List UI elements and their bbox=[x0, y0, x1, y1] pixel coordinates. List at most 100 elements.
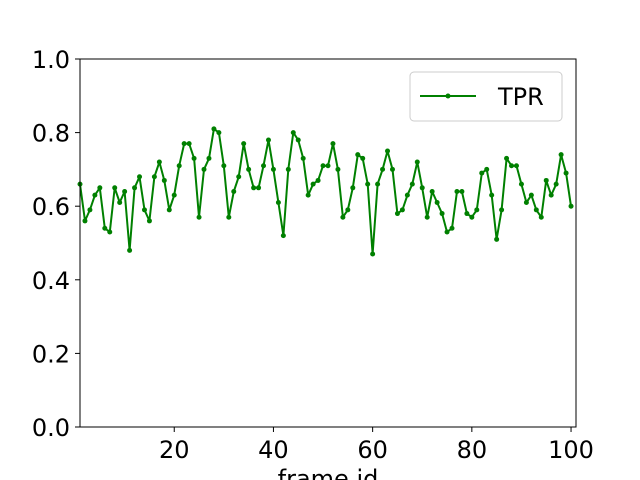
data-point bbox=[231, 188, 237, 194]
data-point bbox=[548, 192, 554, 198]
data-point bbox=[474, 207, 480, 213]
data-point bbox=[409, 181, 415, 187]
data-point bbox=[82, 218, 88, 224]
data-point bbox=[320, 163, 326, 169]
data-point bbox=[414, 159, 420, 165]
data-point bbox=[479, 170, 485, 176]
data-point bbox=[265, 137, 271, 143]
data-point bbox=[186, 141, 192, 147]
data-point bbox=[563, 170, 569, 176]
data-point bbox=[156, 159, 162, 165]
data-point bbox=[107, 229, 113, 235]
data-point bbox=[394, 211, 400, 217]
data-point bbox=[92, 192, 98, 198]
legend-label-tpr: TPR bbox=[497, 83, 544, 111]
x-tick-label: 40 bbox=[258, 436, 289, 464]
data-point bbox=[375, 181, 381, 187]
data-point bbox=[434, 200, 440, 206]
data-point bbox=[345, 207, 351, 213]
data-point bbox=[270, 166, 276, 172]
data-point bbox=[494, 236, 500, 242]
data-point bbox=[251, 185, 257, 191]
data-point bbox=[171, 192, 177, 198]
y-tick-label: 0.4 bbox=[32, 267, 70, 295]
data-point bbox=[355, 152, 361, 158]
data-point bbox=[132, 185, 138, 191]
data-point bbox=[305, 192, 311, 198]
data-point bbox=[280, 233, 286, 239]
data-point bbox=[216, 130, 222, 136]
data-point bbox=[365, 181, 371, 187]
data-point bbox=[404, 192, 410, 198]
legend-marker-swatch bbox=[445, 93, 451, 99]
data-point bbox=[161, 177, 167, 183]
data-point bbox=[533, 207, 539, 213]
data-point bbox=[97, 185, 103, 191]
data-point bbox=[246, 166, 252, 172]
data-point bbox=[429, 188, 435, 194]
data-point bbox=[454, 188, 460, 194]
data-point bbox=[543, 177, 549, 183]
data-point bbox=[122, 188, 128, 194]
data-point bbox=[295, 137, 301, 143]
data-point bbox=[469, 214, 475, 220]
data-point bbox=[87, 207, 93, 213]
data-point bbox=[499, 207, 505, 213]
data-point bbox=[385, 148, 391, 154]
data-point bbox=[360, 155, 366, 161]
data-point bbox=[419, 185, 425, 191]
data-point bbox=[102, 225, 108, 231]
data-point bbox=[201, 166, 207, 172]
data-point bbox=[538, 214, 544, 220]
data-point bbox=[325, 163, 331, 169]
data-point bbox=[151, 174, 157, 180]
data-point bbox=[350, 185, 356, 191]
data-point bbox=[117, 200, 123, 206]
legend-box bbox=[409, 71, 563, 122]
data-point bbox=[112, 185, 118, 191]
data-point bbox=[127, 247, 133, 253]
data-point bbox=[513, 163, 519, 169]
data-point bbox=[330, 141, 336, 147]
x-axis-label: frame id bbox=[278, 465, 379, 480]
data-point bbox=[256, 185, 262, 191]
data-point bbox=[236, 174, 242, 180]
data-point bbox=[290, 130, 296, 136]
data-point bbox=[221, 163, 227, 169]
data-point bbox=[489, 192, 495, 198]
data-point bbox=[340, 214, 346, 220]
data-point bbox=[464, 211, 470, 217]
y-tick-label: 0.0 bbox=[32, 414, 70, 442]
data-point bbox=[315, 177, 321, 183]
y-tick-label: 1.0 bbox=[32, 46, 70, 74]
data-point bbox=[424, 214, 430, 220]
data-point bbox=[370, 251, 376, 257]
series-layer bbox=[77, 126, 574, 257]
x-tick-label: 80 bbox=[457, 436, 488, 464]
data-point bbox=[553, 181, 559, 187]
data-point bbox=[206, 155, 212, 161]
data-point bbox=[285, 166, 291, 172]
data-point bbox=[141, 207, 147, 213]
data-point bbox=[568, 203, 574, 209]
data-point bbox=[444, 229, 450, 235]
data-point bbox=[191, 155, 197, 161]
data-point bbox=[181, 141, 187, 147]
data-point bbox=[523, 200, 529, 206]
data-point bbox=[275, 200, 281, 206]
data-point bbox=[389, 166, 395, 172]
data-point bbox=[399, 207, 405, 213]
data-point bbox=[261, 163, 267, 169]
series-line-tpr bbox=[79, 127, 572, 255]
x-tick-label: 20 bbox=[159, 436, 190, 464]
data-point bbox=[146, 218, 152, 224]
data-point bbox=[335, 166, 341, 172]
data-point bbox=[518, 181, 524, 187]
x-tick-label: 60 bbox=[357, 436, 388, 464]
axis-ticks: 20 40 60 80 100 0.0 0.2 0.4 0.6 0.8 1.0 bbox=[32, 46, 594, 464]
y-tick-label: 0.2 bbox=[32, 340, 70, 368]
data-point bbox=[504, 155, 510, 161]
data-point bbox=[439, 211, 445, 217]
data-point bbox=[176, 163, 182, 169]
